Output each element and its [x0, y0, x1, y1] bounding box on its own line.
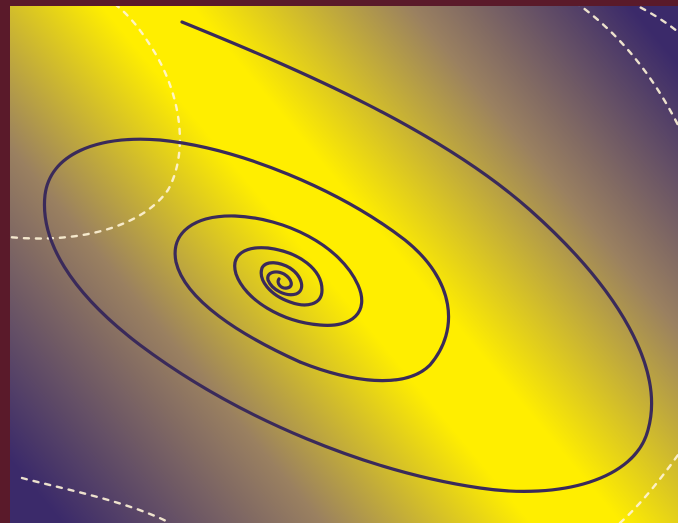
trajectory-middle-turns — [173, 214, 364, 364]
contour-line — [578, 6, 678, 127]
spiral-trajectory — [42, 20, 654, 493]
contour-line — [635, 6, 678, 34]
trajectory-outer-arc — [42, 20, 654, 493]
contour-line — [10, 6, 182, 240]
contour-line — [20, 476, 172, 523]
trajectory-inner-turns — [266, 266, 304, 297]
